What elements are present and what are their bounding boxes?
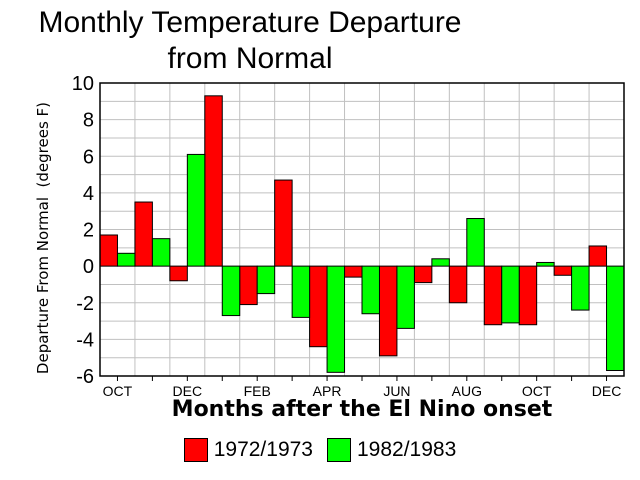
bar-series-1 xyxy=(99,234,118,267)
bar-series-2 xyxy=(571,265,590,311)
y-tick-label: 6 xyxy=(83,146,94,168)
y-tick-label: 2 xyxy=(83,220,94,242)
legend-item-series-2: 1982/1983 xyxy=(327,438,456,462)
bar-series-1 xyxy=(448,265,468,304)
bar-series-2 xyxy=(431,258,450,267)
chart-title-line-1: Monthly Temperature Departure xyxy=(38,6,462,39)
bar-series-2 xyxy=(256,265,276,295)
bar-series-2 xyxy=(151,238,171,267)
bar-series-1 xyxy=(204,95,223,267)
bar-series-2 xyxy=(466,218,485,267)
bar-series-1 xyxy=(344,265,363,278)
bar-series-2 xyxy=(291,265,311,318)
y-tick-label: -6 xyxy=(76,366,94,388)
x-tick-label: AUG xyxy=(452,383,482,399)
x-tick-label: DEC xyxy=(173,383,203,399)
bar-series-2 xyxy=(501,265,520,324)
bar-series-2 xyxy=(221,265,241,317)
legend-item-series-1: 1972/1973 xyxy=(183,438,313,462)
bar-series-1 xyxy=(309,265,328,348)
legend-swatch-series-2 xyxy=(327,438,351,462)
bar-series-1 xyxy=(378,265,398,357)
x-tick-label: DEC xyxy=(592,383,622,399)
bar-series-2 xyxy=(536,261,555,267)
bar-series-1 xyxy=(588,245,608,267)
bar-series-1 xyxy=(169,265,188,282)
y-tick-label: 4 xyxy=(83,183,94,205)
y-tick-label: 0 xyxy=(83,256,94,278)
x-tick-label: FEB xyxy=(244,383,271,399)
legend-label-series-2: 1982/1983 xyxy=(357,438,457,461)
bar-series-2 xyxy=(116,252,136,267)
y-tick-label: 10 xyxy=(72,73,94,95)
bar-series-1 xyxy=(134,201,153,267)
bar-series-2 xyxy=(186,153,206,267)
bar-series-1 xyxy=(239,265,258,306)
y-tick-label: 8 xyxy=(83,110,94,132)
y-tick-label: -4 xyxy=(76,329,94,351)
legend-label-series-1: 1972/1973 xyxy=(213,438,313,461)
bar-series-2 xyxy=(361,265,380,315)
bar-series-1 xyxy=(413,265,433,284)
y-tick-label: -2 xyxy=(76,293,94,315)
x-tick-label: JUN xyxy=(383,383,410,399)
bar-series-1 xyxy=(483,265,503,326)
x-axis-label: Months after the El Nino onset xyxy=(171,397,553,422)
bar-series-2 xyxy=(606,265,625,372)
x-tick-label: OCT xyxy=(103,383,133,399)
bar-series-1 xyxy=(274,179,293,267)
bar-series-2 xyxy=(396,265,415,329)
x-tick-label: OCT xyxy=(522,383,552,399)
legend-swatch-series-1 xyxy=(183,438,208,462)
chart-title-line-2: from Normal xyxy=(167,42,333,75)
bar-series-1 xyxy=(553,265,573,276)
legend: 1972/1973 1982/1983 xyxy=(0,438,640,462)
x-tick-label: APR xyxy=(313,383,342,399)
bar-series-1 xyxy=(518,265,538,326)
bar-series-2 xyxy=(326,265,346,373)
